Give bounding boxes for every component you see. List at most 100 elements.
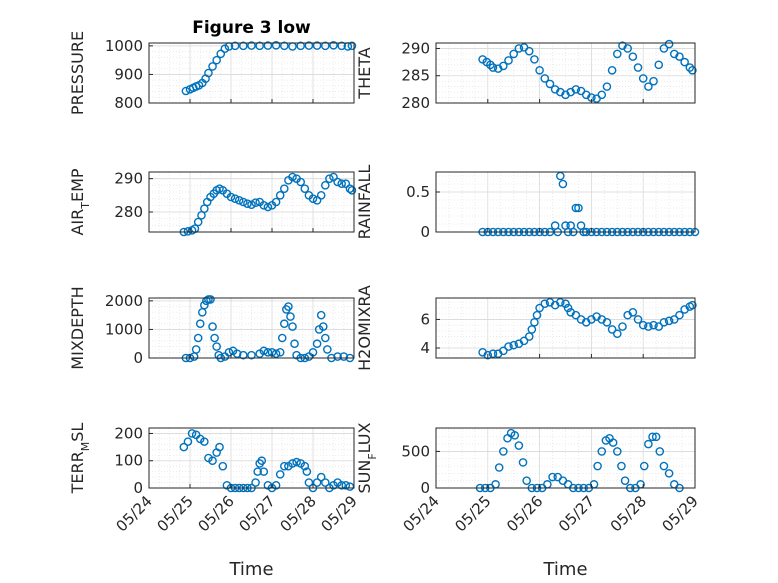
data-point [602, 82, 612, 91]
axes-box [435, 427, 696, 489]
data-point [279, 319, 289, 329]
data-point [208, 322, 217, 331]
data-point [510, 431, 520, 440]
data-point [337, 179, 347, 188]
data-point [320, 478, 330, 487]
data-point [556, 297, 565, 307]
data-point [514, 44, 524, 53]
data-point [312, 41, 322, 50]
data-point [659, 44, 669, 53]
data-point [218, 461, 228, 471]
x-tick-label: 05/28 [607, 492, 650, 535]
data-point [226, 192, 236, 202]
data-point [304, 41, 314, 50]
y-tick-label: 0 [133, 349, 143, 367]
data-point [664, 316, 674, 326]
data-point [320, 333, 330, 343]
data-point [296, 41, 306, 51]
data-point [514, 441, 524, 450]
data-point [247, 350, 256, 360]
data-point [216, 49, 226, 59]
data-point [253, 467, 262, 476]
x-tick-label: 05/27 [236, 492, 279, 535]
data-point [649, 76, 658, 86]
data-point [195, 319, 205, 329]
data-point [571, 85, 581, 94]
data-point [312, 339, 322, 349]
data-point [271, 349, 281, 359]
y-tick-label: 285 [401, 67, 430, 85]
data-point [638, 74, 648, 83]
data-point [535, 65, 544, 75]
data-point [275, 470, 285, 479]
data-point [279, 184, 289, 193]
y-tick-label: 2000 [105, 292, 143, 310]
data-point [563, 303, 573, 313]
data-point [337, 480, 347, 490]
data-point [230, 41, 240, 51]
data-point [530, 55, 539, 64]
data-point [212, 342, 221, 351]
data-point [633, 315, 643, 324]
data-point [215, 442, 224, 452]
data-point [288, 322, 297, 331]
data-point [263, 41, 273, 50]
data-point [545, 79, 555, 89]
data-point [664, 39, 674, 49]
y-tick-label: 290 [401, 39, 430, 57]
data-point [230, 194, 240, 203]
data-point [548, 472, 557, 482]
data-point [320, 41, 330, 51]
data-point [669, 315, 679, 324]
data-point [308, 194, 318, 203]
data-point [271, 40, 281, 50]
data-point [257, 456, 267, 466]
y-axis-label: THETA [355, 47, 374, 99]
data-point [206, 295, 215, 304]
data-point [325, 174, 334, 183]
data-point [191, 345, 201, 354]
y-axis-label: RAINFALL [355, 165, 374, 240]
axes-box [148, 171, 355, 233]
data-point [488, 349, 498, 359]
data-point [494, 463, 504, 472]
data-point [655, 447, 665, 456]
data-point [300, 461, 310, 471]
x-tick-label: 05/25 [154, 492, 197, 535]
data-point [181, 86, 191, 96]
data-point [558, 179, 568, 189]
data-point [644, 82, 653, 91]
data-point [279, 461, 289, 471]
data-point [339, 352, 349, 361]
data-point [275, 191, 285, 200]
data-point [628, 52, 638, 61]
data-point [259, 467, 269, 476]
data-point [277, 333, 287, 343]
data-point [524, 332, 534, 341]
data-point [593, 461, 602, 471]
y-tick-label: 0 [133, 479, 143, 497]
data-point [527, 325, 537, 334]
data-point [561, 299, 570, 309]
x-axis-label: Time [228, 559, 273, 580]
data-point [234, 196, 244, 205]
y-tick-label: 200 [114, 424, 143, 442]
data-point [597, 447, 607, 456]
data-point [613, 329, 622, 339]
subplot-pressure: 800 900 1000 PRESSURE Figure 3 low [68, 18, 357, 115]
data-point [633, 63, 643, 72]
y-tick-label: 800 [114, 94, 143, 112]
axes-box [435, 42, 696, 104]
y-axis-label: SUNFLUX [355, 422, 379, 493]
data-point [540, 299, 550, 309]
data-point [644, 322, 653, 331]
data-point [204, 68, 213, 78]
y-tick-label: 4 [420, 339, 430, 357]
y-tick-label: 6 [420, 310, 430, 328]
data-point [286, 312, 295, 321]
data-point [296, 177, 306, 187]
data-point [255, 41, 265, 51]
x-tick-label: 05/26 [503, 492, 546, 535]
data-point [304, 478, 314, 487]
